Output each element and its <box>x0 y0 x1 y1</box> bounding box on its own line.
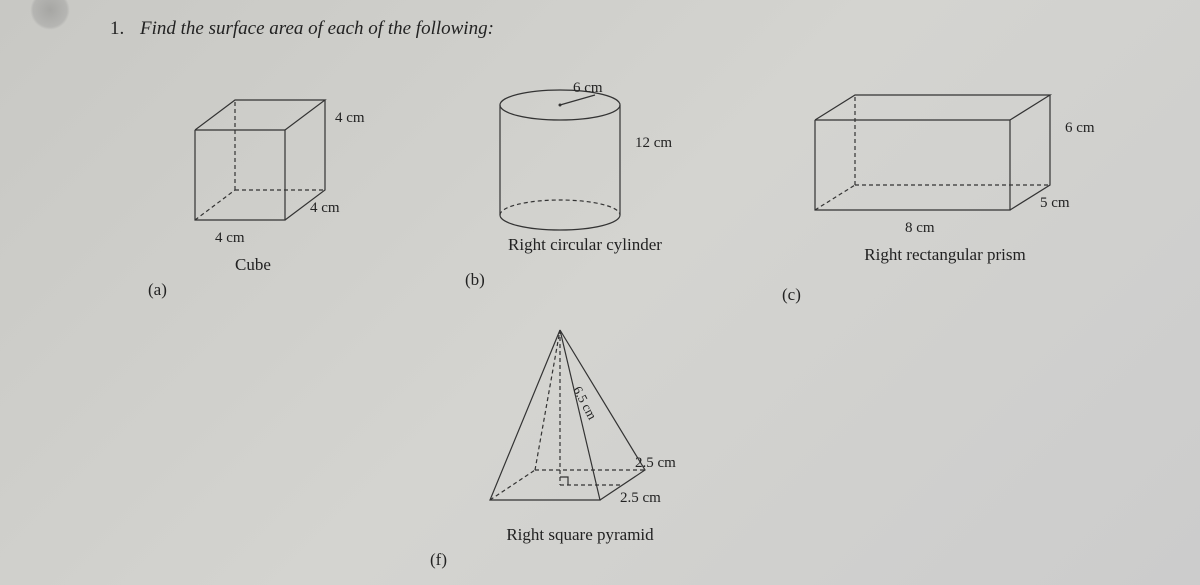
cube-dim-b: 4 cm <box>310 200 340 217</box>
pyr-base-b: 2.5 cm <box>620 490 661 507</box>
cube-dim-a: 4 cm <box>335 110 365 127</box>
cylinder-svg <box>485 85 655 245</box>
prism-w: 5 cm <box>1040 195 1070 212</box>
pyr-caption: Right square pyramid <box>480 525 680 545</box>
cyl-caption: Right circular cylinder <box>485 235 685 255</box>
cube-sub: (a) <box>148 280 167 300</box>
cyl-height: 12 cm <box>635 135 672 152</box>
cyl-radius: 6 cm <box>573 80 603 97</box>
cyl-sub: (b) <box>465 270 485 290</box>
pyr-sub: (f) <box>430 550 447 570</box>
question-text: Find the surface area of each of the fol… <box>140 18 494 40</box>
question-number: 1. <box>110 18 124 40</box>
prism-caption: Right rectangular prism <box>835 245 1055 265</box>
pyr-base-a: 2.5 cm <box>635 455 676 472</box>
cube-caption: Cube <box>235 255 271 275</box>
prism-h: 6 cm <box>1065 120 1095 137</box>
figure-prism: 6 cm 5 cm 8 cm Right rectangular prism <box>800 85 1120 285</box>
cube-svg <box>175 90 355 240</box>
worksheet-page: { "question": { "number": "1.", "text": … <box>0 0 1200 585</box>
figure-cube: 4 cm 4 cm 4 cm Cube <box>175 90 375 290</box>
prism-l: 8 cm <box>905 220 935 237</box>
prism-svg <box>800 85 1080 235</box>
figure-cylinder: 6 cm 12 cm Right circular cylinder <box>485 85 705 285</box>
prism-sub: (c) <box>782 285 801 305</box>
punch-hole <box>30 0 70 30</box>
figure-pyramid: 6.5 cm 2.5 cm 2.5 cm Right square pyrami… <box>470 320 730 570</box>
cube-dim-c: 4 cm <box>215 230 245 247</box>
